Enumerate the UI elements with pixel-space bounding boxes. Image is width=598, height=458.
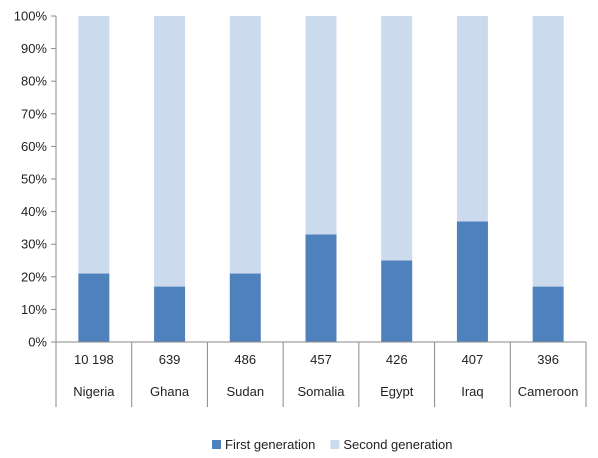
bar-first-generation-ghana	[154, 286, 186, 342]
bar-first-generation-egypt	[381, 260, 413, 342]
bar-first-generation-cameroon	[532, 286, 564, 342]
category-count-ghana: 639	[159, 352, 181, 367]
category-count-egypt: 426	[386, 352, 408, 367]
bar-second-generation-ghana	[154, 16, 186, 287]
bar-first-generation-sudan	[229, 273, 261, 342]
y-tick-label: 40%	[21, 204, 47, 219]
legend-swatch-second-generation	[330, 440, 340, 449]
y-tick-label: 70%	[21, 106, 47, 121]
category-count-iraq: 407	[462, 352, 484, 367]
category-label-somalia: Somalia	[298, 384, 346, 399]
bar-second-generation-cameroon	[532, 16, 564, 287]
category-label-sudan: Sudan	[226, 384, 264, 399]
legend-label-first-generation: First generation	[225, 437, 315, 452]
y-tick-label: 10%	[21, 302, 47, 317]
bar-second-generation-nigeria	[78, 16, 110, 274]
bar-first-generation-iraq	[456, 221, 488, 342]
axes-layer	[51, 15, 587, 407]
labels-layer: 0% 10% 20% 30% 40% 50% 60% 70% 80% 90% 100% 10 198 N…	[14, 9, 579, 400]
y-tick-label: 20%	[21, 269, 47, 284]
category-label-iraq: Iraq	[461, 384, 483, 399]
category-count-nigeria: 10 198	[74, 352, 114, 367]
category-label-egypt: Egypt	[380, 384, 414, 399]
bar-second-generation-somalia	[305, 16, 337, 235]
legend: First generation Second generation	[212, 437, 452, 452]
bars-layer	[78, 16, 564, 342]
category-count-sudan: 486	[234, 352, 256, 367]
y-tick-label: 30%	[21, 237, 47, 252]
bar-second-generation-iraq	[456, 16, 488, 222]
y-tick-label: 90%	[21, 41, 47, 56]
y-tick-label: 80%	[21, 74, 47, 89]
bar-first-generation-somalia	[305, 234, 337, 342]
bar-second-generation-egypt	[381, 16, 413, 261]
bar-first-generation-nigeria	[78, 273, 110, 342]
y-tick-label: 50%	[21, 172, 47, 187]
y-tick-label: 100%	[14, 9, 48, 24]
category-label-ghana: Ghana	[150, 384, 190, 399]
category-count-somalia: 457	[310, 352, 332, 367]
category-label-cameroon: Cameroon	[518, 384, 579, 399]
y-tick-label: 60%	[21, 139, 47, 154]
legend-label-second-generation: Second generation	[343, 437, 452, 452]
y-tick-label: 0%	[28, 335, 47, 350]
legend-swatch-first-generation	[212, 440, 221, 449]
category-label-nigeria: Nigeria	[73, 384, 115, 399]
category-count-cameroon: 396	[537, 352, 559, 367]
bar-second-generation-sudan	[229, 16, 261, 274]
